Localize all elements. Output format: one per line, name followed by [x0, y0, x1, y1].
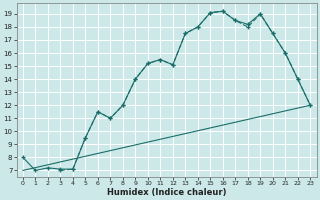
X-axis label: Humidex (Indice chaleur): Humidex (Indice chaleur)	[107, 188, 226, 197]
